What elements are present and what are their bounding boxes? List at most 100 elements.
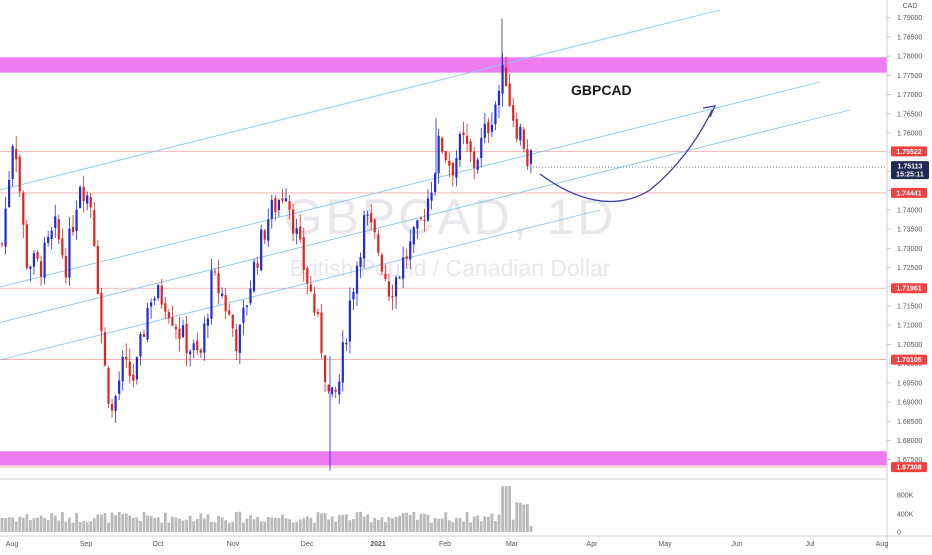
candle-body-102 <box>363 215 366 259</box>
time-label: Aug <box>6 541 19 548</box>
volume-bar-129 <box>458 518 462 532</box>
volume-bar-37 <box>131 517 135 532</box>
watermark-name: British Pound / Canadian Dollar <box>290 255 611 281</box>
candle-body-28 <box>100 292 103 331</box>
candle-body-80 <box>284 198 288 202</box>
volume-bar-3 <box>11 517 15 532</box>
volume-bar-69 <box>245 518 249 532</box>
candle-body-53 <box>189 351 192 355</box>
volume-bar-113 <box>401 513 405 532</box>
volume-bar-35 <box>124 513 128 532</box>
volume-bar-94 <box>334 521 338 532</box>
candle-body-7 <box>25 224 28 269</box>
price-tick-label: 1.76500 <box>897 111 922 118</box>
volume-bar-146 <box>518 502 522 532</box>
volume-bar-33 <box>117 511 121 532</box>
candle-body-134 <box>476 159 479 170</box>
volume-bar-11 <box>39 515 43 532</box>
volume-bar-131 <box>465 511 469 532</box>
candle-body-41 <box>146 307 149 340</box>
candle-body-31 <box>110 404 114 411</box>
candle-body-85 <box>302 237 305 270</box>
candle-body-100 <box>355 265 359 294</box>
candle-body-26 <box>93 210 96 246</box>
volume-bar-96 <box>341 514 345 532</box>
time-label: Sep <box>80 541 93 548</box>
volume-bar-57 <box>202 518 206 532</box>
level-badge-label: 1.67308 <box>896 465 921 472</box>
volume-bar-83 <box>295 521 299 532</box>
volume-bar-29 <box>103 512 107 532</box>
candle-body-108 <box>384 273 387 279</box>
candle-body-99 <box>352 292 355 300</box>
volume-bar-86 <box>305 516 309 532</box>
candle-body-119 <box>423 220 426 222</box>
candle-body-23 <box>82 186 85 202</box>
volume-bar-25 <box>89 521 93 532</box>
projection-arrowhead <box>702 105 717 118</box>
volume-bar-56 <box>199 513 203 532</box>
trend-channel-lines <box>0 9 851 361</box>
candle-body-121 <box>430 192 433 201</box>
volume-bar-147 <box>522 504 526 532</box>
volume-bar-104 <box>369 522 373 532</box>
candle-body-103 <box>366 214 369 216</box>
volume-bar-140 <box>497 514 501 532</box>
volume-bar-111 <box>394 516 398 532</box>
volume-bar-136 <box>483 516 487 532</box>
volume-bar-16 <box>57 520 61 532</box>
candle-body-66 <box>235 329 238 351</box>
candle-body-120 <box>426 198 430 221</box>
volume-bar-93 <box>330 516 334 532</box>
volume-bar-30 <box>107 522 110 532</box>
chart-title: GBPCAD <box>571 82 632 98</box>
volume-bar-8 <box>29 520 32 532</box>
candle-body-107 <box>380 254 383 272</box>
volume-bar-49 <box>174 517 178 532</box>
candle-body-114 <box>405 256 408 259</box>
candle-body-8 <box>29 266 32 269</box>
candle-body-91 <box>323 355 327 382</box>
time-label: Feb <box>439 541 451 548</box>
volume-bar-99 <box>352 518 355 532</box>
zone-0 <box>0 57 887 73</box>
time-label: Dec <box>301 541 314 548</box>
volume-bar-61 <box>217 515 220 532</box>
candle-body-76 <box>270 199 273 219</box>
candle-body-122 <box>434 173 437 193</box>
price-tick-label: 1.70000 <box>897 361 922 368</box>
volume-bar-100 <box>355 512 359 532</box>
volume-bar-88 <box>313 522 316 532</box>
volume-bar-95 <box>337 515 341 532</box>
volume-bar-126 <box>447 520 451 532</box>
time-label: Nov <box>227 541 240 548</box>
current-price-badge <box>891 161 929 180</box>
candle-body-12 <box>43 242 46 278</box>
volume-bar-22 <box>78 521 82 532</box>
volume-bar-34 <box>121 513 125 532</box>
volume-bar-117 <box>415 519 419 532</box>
price-badges: 1.75522 1.74441 1.71961 1.70105 1.67308 1.751… <box>533 146 929 473</box>
volume-bar-9 <box>32 518 36 532</box>
volume-bar-51 <box>181 520 185 532</box>
price-tick-label: 1.77000 <box>897 92 922 99</box>
candle-body-137 <box>487 121 490 134</box>
level-badge-label: 1.70105 <box>896 357 921 364</box>
volume-bar-45 <box>160 522 164 532</box>
volume-bar-98 <box>348 520 352 532</box>
price-tick-label: 1.73000 <box>897 246 922 253</box>
volume-bar-106 <box>376 520 380 532</box>
candle-body-56 <box>199 349 202 353</box>
candle-body-35 <box>125 356 128 360</box>
price-tick-label: 1.72500 <box>897 265 922 272</box>
candle-body-117 <box>416 220 419 229</box>
volume-bar-109 <box>387 517 391 532</box>
volume-bar-18 <box>64 521 68 532</box>
level-badge-4 <box>891 462 927 473</box>
candle-body-9 <box>32 253 36 267</box>
volume-bar-144 <box>511 519 515 532</box>
volume-bar-54 <box>192 521 196 532</box>
level-badge-2 <box>891 283 927 294</box>
volume-bar-142 <box>504 486 508 532</box>
